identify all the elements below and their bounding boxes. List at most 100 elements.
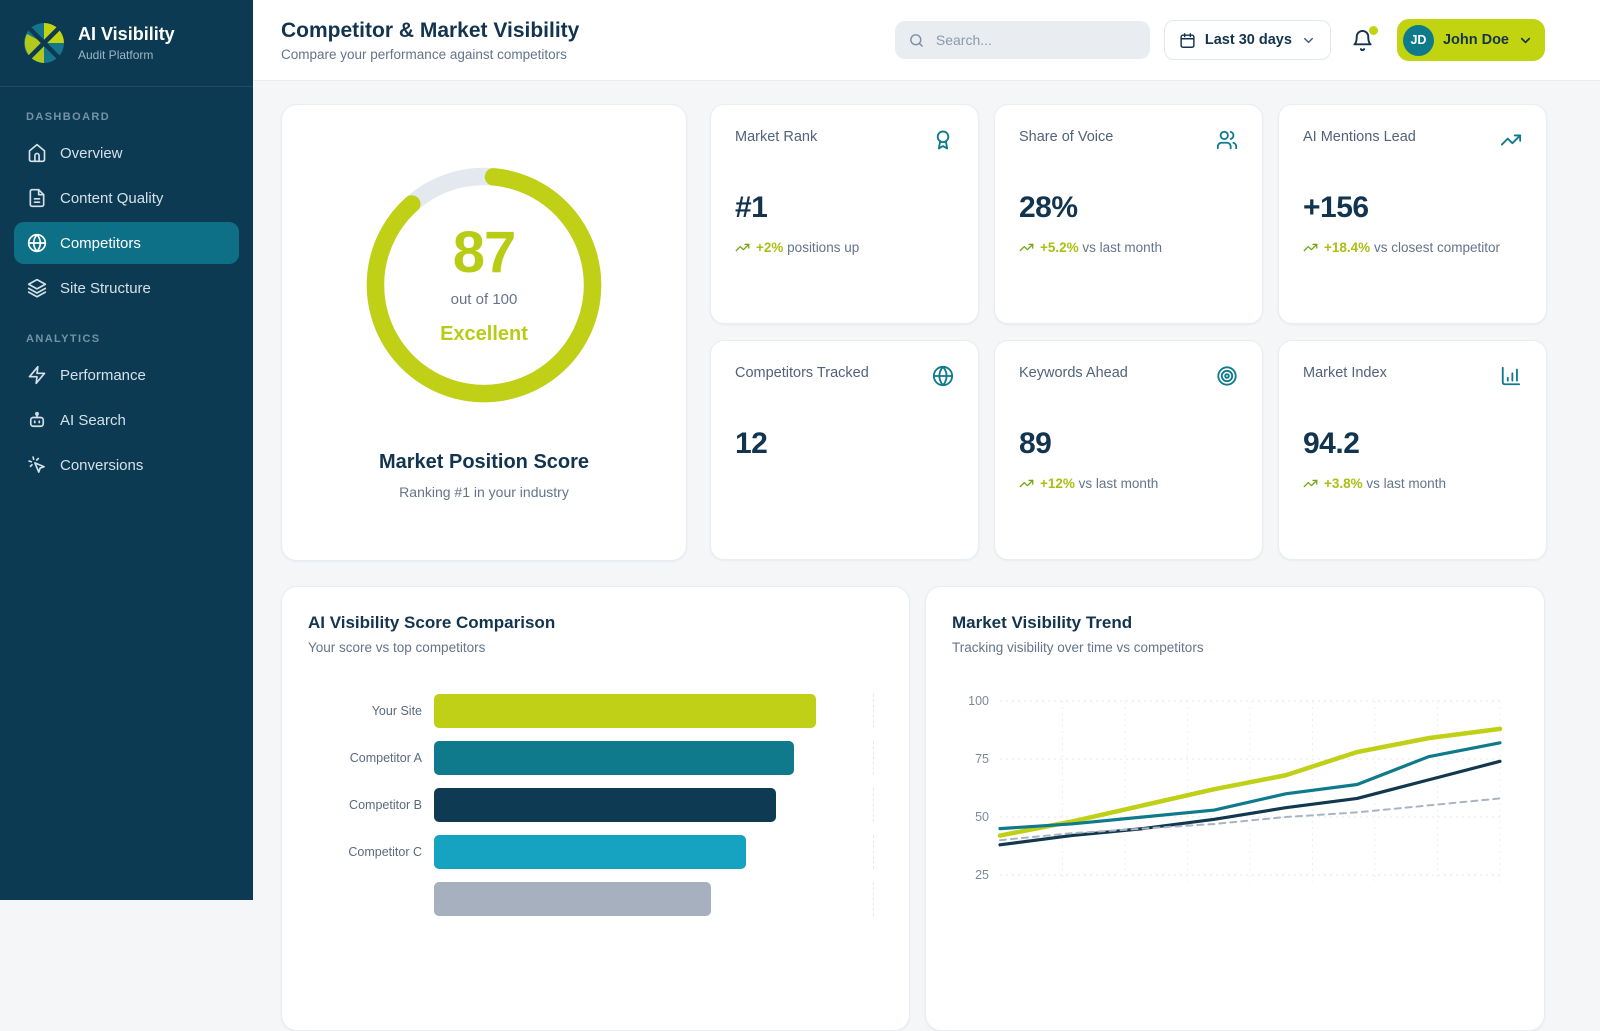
sidebar-item-conversions[interactable]: Conversions: [14, 444, 239, 486]
trend-line-competitor-1: [998, 741, 1502, 831]
stat-card-ai-mentions-lead: AI Mentions Lead +156 +18.4% vs closest co…: [1278, 104, 1547, 324]
market-position-score-card: 87 out of 100 Excellent Market Position …: [281, 104, 687, 561]
page-title: Competitor & Market Visibility: [281, 18, 580, 42]
bar-label: Competitor C: [348, 844, 422, 859]
stat-label: Market Index: [1303, 365, 1387, 381]
bar-row: Competitor B: [308, 781, 883, 828]
stat-trend: +2% positions up: [735, 240, 954, 255]
trend-line-competitor-2: [998, 759, 1502, 847]
bar-label: Competitor B: [349, 797, 422, 812]
sidebar-item-content-quality[interactable]: Content Quality: [14, 177, 239, 219]
nav-section-analytics: ANALYTICS Performance AI Search Conversions: [0, 333, 253, 486]
trend-line-your-site: [997, 726, 1503, 838]
line-chart-title: Market Visibility Trend: [952, 613, 1133, 632]
stat-label: Share of Voice: [1019, 129, 1114, 145]
bar-track: [434, 693, 874, 728]
bar: [434, 787, 777, 822]
trend-percent: +5.2%: [1040, 240, 1079, 255]
y-tick-label: 75: [975, 752, 989, 766]
bar: [434, 740, 794, 775]
sidebar-item-overview[interactable]: Overview: [14, 132, 239, 174]
trend-percent: +2%: [756, 240, 784, 255]
search-box[interactable]: [894, 21, 1150, 59]
notification-badge: [1368, 25, 1378, 35]
trend-suffix: vs last month: [1078, 476, 1159, 491]
stat-label: AI Mentions Lead: [1303, 129, 1416, 145]
trending-up-icon: [1019, 479, 1034, 488]
score-card-subtitle: Ranking #1 in your industry: [399, 484, 569, 500]
home-icon: [28, 143, 46, 163]
sidebar-item-performance[interactable]: Performance: [14, 354, 239, 396]
bar-track: [434, 834, 874, 869]
chevron-down-icon: [1520, 37, 1531, 43]
score-value: 87: [452, 220, 517, 285]
trend-suffix: positions up: [787, 240, 860, 255]
sidebar-item-label: Site Structure: [60, 279, 151, 297]
bar-track: [434, 881, 874, 916]
trend-suffix: vs closest competitor: [1373, 240, 1500, 255]
stat-card-share-of-voice: Share of Voice 28% +5.2% vs last month: [994, 104, 1263, 324]
layers-icon: [27, 278, 47, 298]
sidebar-item-site-structure[interactable]: Site Structure: [14, 267, 239, 309]
line-chart-subtitle: Tracking visibility over time vs competi…: [952, 640, 1204, 655]
globe-icon: [932, 365, 954, 387]
trend-percent: +18.4%: [1324, 240, 1371, 255]
bar: [434, 834, 746, 869]
users-icon: [1216, 130, 1238, 150]
stat-value: 89: [1019, 427, 1052, 460]
trend-suffix: vs last month: [1082, 240, 1162, 255]
trending-up-icon: [1019, 243, 1034, 252]
sidebar-nav: DASHBOARD Overview Content Quality Competit…: [0, 87, 253, 489]
trend-percent: +3.8%: [1324, 476, 1363, 491]
user-name: John Doe: [1442, 32, 1509, 48]
user-menu[interactable]: JD John Doe: [1396, 19, 1545, 61]
stat-card-keywords-ahead: Keywords Ahead 89 +12% vs last month: [994, 340, 1263, 560]
date-range-label: Last 30 days: [1204, 32, 1292, 48]
stat-label: Competitors Tracked: [735, 365, 869, 381]
line-chart: 100 75 50 25: [952, 689, 1518, 939]
notifications-button[interactable]: [1351, 25, 1378, 52]
score-out-of: out of 100: [450, 291, 518, 308]
y-tick-label: 25: [975, 868, 989, 882]
sidebar-item-label: Overview: [60, 144, 123, 162]
bar-row: Competitor C: [308, 828, 883, 875]
top-header: Competitor & Market Visibility Compare y…: [253, 0, 1600, 81]
nav-section-dashboard: DASHBOARD Overview Content Quality Competit…: [0, 111, 253, 309]
bar-row: Your Site: [308, 687, 883, 734]
stat-value: 94.2: [1303, 427, 1360, 460]
score-card-title: Market Position Score: [378, 451, 590, 473]
bar-chart-subtitle: Your score vs top competitors: [308, 640, 486, 655]
stat-value: 28%: [1019, 191, 1078, 224]
nav-section-label: ANALYTICS: [26, 333, 101, 345]
bar-track: [434, 740, 874, 775]
sidebar-item-label: Conversions: [60, 456, 144, 474]
sidebar-item-label: Competitors: [60, 234, 141, 252]
sidebar-item-competitors[interactable]: Competitors: [14, 222, 239, 264]
globe-icon: [27, 233, 47, 253]
stat-value: #1: [735, 191, 768, 224]
sidebar-item-label: Content Quality: [60, 189, 164, 207]
brand-tagline: Audit Platform: [78, 47, 154, 62]
page-subtitle: Compare your performance against competi…: [281, 46, 567, 62]
bar-label: Competitor A: [349, 750, 422, 765]
bar-row: Competitor A: [308, 734, 883, 781]
sidebar-item-ai-search[interactable]: AI Search: [14, 399, 239, 441]
zap-icon: [28, 365, 46, 385]
score-rating: Excellent: [440, 323, 528, 345]
stat-card-competitors-tracked: Competitors Tracked 12: [710, 340, 979, 560]
main-area: Competitor & Market Visibility Compare y…: [253, 0, 1600, 1031]
bar-track: [434, 787, 874, 822]
stat-card-market-index: Market Index 94.2 +3.8% vs last month: [1278, 340, 1547, 560]
bell-icon: [1353, 29, 1372, 51]
trend-percent: +12%: [1040, 476, 1075, 491]
stat-trend: +18.4% vs closest competitor: [1303, 240, 1522, 255]
score-gauge: 87 out of 100 Excellent: [358, 159, 610, 411]
stat-label: Market Rank: [735, 129, 818, 145]
stat-value: +156: [1303, 191, 1369, 224]
search-input[interactable]: [933, 31, 1137, 49]
brand-name: AI Visibility: [78, 24, 175, 45]
date-range-button[interactable]: Last 30 days: [1163, 20, 1331, 60]
target-icon: [1217, 366, 1237, 386]
stat-label: Keywords Ahead: [1019, 365, 1128, 381]
stat-trend: +12% vs last month: [1019, 476, 1238, 491]
